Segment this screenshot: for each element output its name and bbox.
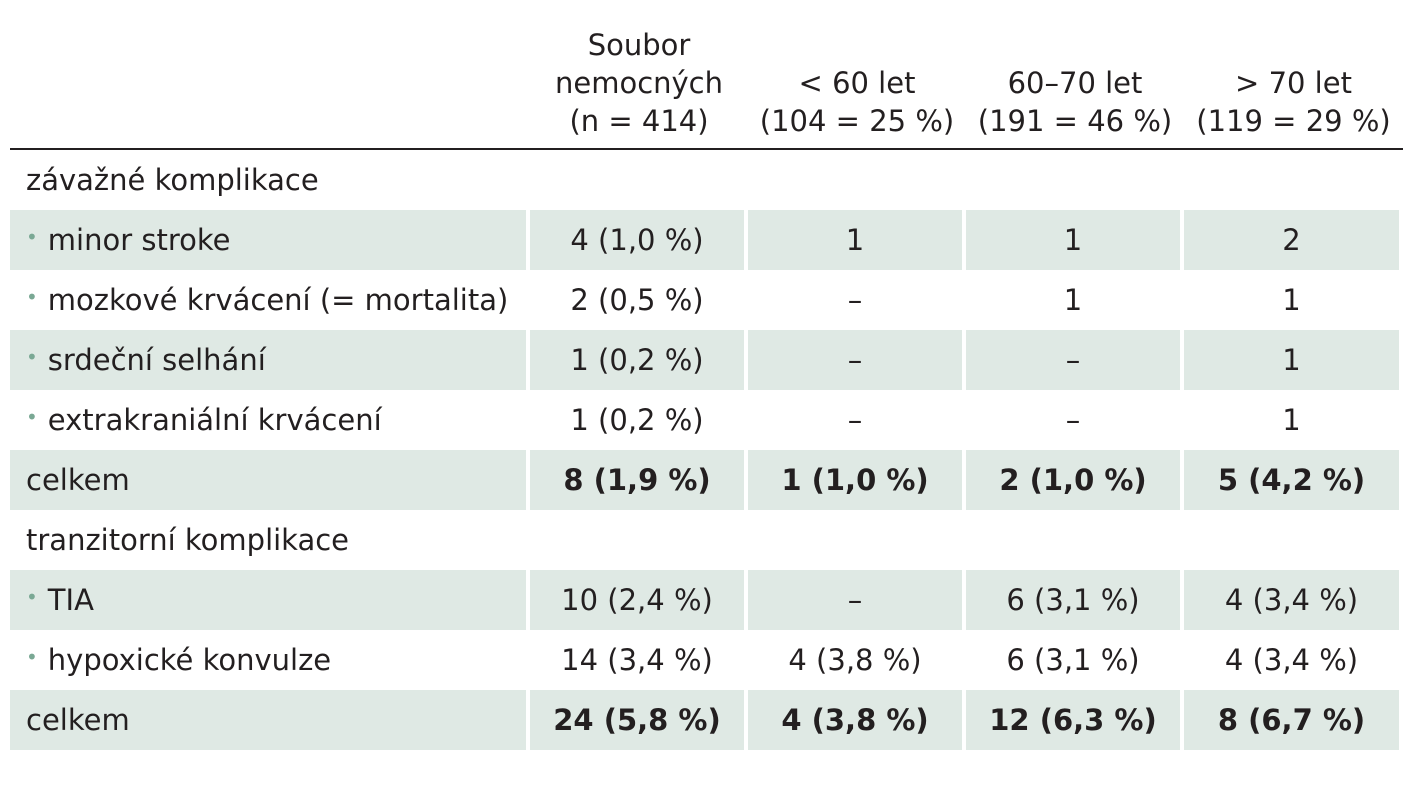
cell-gt70: 2 <box>1184 210 1399 270</box>
total-label: celkem <box>10 450 526 510</box>
cell-total: 1 (0,2 %) <box>530 330 744 390</box>
table-row: • hypoxické konvulze 14 (3,4 %) 4 (3,8 %)… <box>10 630 1403 690</box>
cell-lt60: 1 (1,0 %) <box>748 450 962 510</box>
table-row: • TIA 10 (2,4 %) – 6 (3,1 %) 4 (3,4 %) <box>10 570 1403 630</box>
row-label: extrakraniální krvácení <box>47 403 382 437</box>
header-total: Soubor nemocných (n = 414) <box>530 12 748 150</box>
cell-lt60: – <box>847 403 863 437</box>
total-row-transient: celkem 24 (5,8 %) 4 (3,8 %) 12 (6,3 %) 8… <box>10 690 1403 750</box>
cell-total: 10 (2,4 %) <box>530 570 744 630</box>
header-total-line3: (n = 414) <box>569 104 709 138</box>
cell-gt70: 1 <box>1184 330 1399 390</box>
cell-lt60: – <box>847 283 863 317</box>
section-label: tranzitorní komplikace <box>26 523 350 557</box>
cell-gt70: 8 (6,7 %) <box>1184 690 1399 750</box>
section-label: závažné komplikace <box>26 163 319 197</box>
cell-6070: 12 (6,3 %) <box>966 690 1180 750</box>
header-gt70-line2: (119 = 29 %) <box>1196 104 1391 138</box>
header-gt70-line1: > 70 let <box>1235 66 1352 100</box>
cell-total: 1 (0,2 %) <box>570 403 704 437</box>
cell-lt60: – <box>748 330 962 390</box>
row-label: mozkové krvácení (= mortalita) <box>47 283 509 317</box>
row-label: hypoxické konvulze <box>47 643 332 677</box>
header-total-line1: Soubor <box>587 28 691 62</box>
cell-lt60: 1 <box>748 210 962 270</box>
cell-total: 14 (3,4 %) <box>561 643 713 677</box>
section-row-transient: tranzitorní komplikace <box>10 510 1403 570</box>
cell-6070: 1 <box>966 210 1180 270</box>
cell-lt60: – <box>748 570 962 630</box>
section-row-serious: závažné komplikace <box>10 150 1403 210</box>
cell-6070: 6 (3,1 %) <box>1006 643 1140 677</box>
header-6070: 60–70 let (191 = 46 %) <box>966 12 1184 150</box>
header-6070-line1: 60–70 let <box>1007 66 1143 100</box>
cell-total: 4 (1,0 %) <box>530 210 744 270</box>
row-label: TIA <box>47 583 94 617</box>
cell-total: 2 (0,5 %) <box>570 283 704 317</box>
table-row: • extrakraniální krvácení 1 (0,2 %) – – 1 <box>10 390 1403 450</box>
cell-6070: – <box>1065 403 1081 437</box>
header-6070-line2: (191 = 46 %) <box>977 104 1173 138</box>
cell-gt70: 1 <box>1282 403 1301 437</box>
cell-6070: 1 <box>1063 283 1083 317</box>
bullet-icon: • <box>26 285 38 309</box>
cell-gt70: 5 (4,2 %) <box>1184 450 1399 510</box>
header-lt60-line1: < 60 let <box>798 66 916 100</box>
total-label: celkem <box>10 690 526 750</box>
bullet-icon: • <box>26 585 38 609</box>
table-row: • minor stroke 4 (1,0 %) 1 1 2 <box>10 210 1403 270</box>
complications-table: Soubor nemocných (n = 414) < 60 let (104… <box>10 12 1403 750</box>
header-lt60-line2: (104 = 25 %) <box>759 104 955 138</box>
cell-total: 8 (1,9 %) <box>530 450 744 510</box>
bullet-icon: • <box>26 645 38 669</box>
cell-6070: 2 (1,0 %) <box>966 450 1180 510</box>
header-empty <box>10 12 530 150</box>
cell-lt60: 4 (3,8 %) <box>748 690 962 750</box>
header-lt60: < 60 let (104 = 25 %) <box>748 12 966 150</box>
cell-gt70: 4 (3,4 %) <box>1224 643 1359 677</box>
bullet-icon: • <box>26 225 38 249</box>
table-row: • srdeční selhání 1 (0,2 %) – – 1 <box>10 330 1403 390</box>
cell-lt60: 4 (3,8 %) <box>788 643 922 677</box>
header-total-line2: nemocných <box>554 66 724 100</box>
row-label: minor stroke <box>47 223 231 257</box>
cell-gt70: 4 (3,4 %) <box>1184 570 1399 630</box>
table-row: • mozkové krvácení (= mortalita) 2 (0,5 %… <box>10 270 1403 330</box>
total-row-serious: celkem 8 (1,9 %) 1 (1,0 %) 2 (1,0 %) 5 (… <box>10 450 1403 510</box>
bullet-icon: • <box>26 405 38 429</box>
cell-6070: – <box>966 330 1180 390</box>
cell-6070: 6 (3,1 %) <box>966 570 1180 630</box>
header-row: Soubor nemocných (n = 414) < 60 let (104… <box>10 12 1403 150</box>
bullet-icon: • <box>26 345 38 369</box>
cell-gt70: 1 <box>1282 283 1301 317</box>
row-label: srdeční selhání <box>47 343 266 377</box>
cell-total: 24 (5,8 %) <box>530 690 744 750</box>
header-gt70: > 70 let (119 = 29 %) <box>1184 12 1403 150</box>
